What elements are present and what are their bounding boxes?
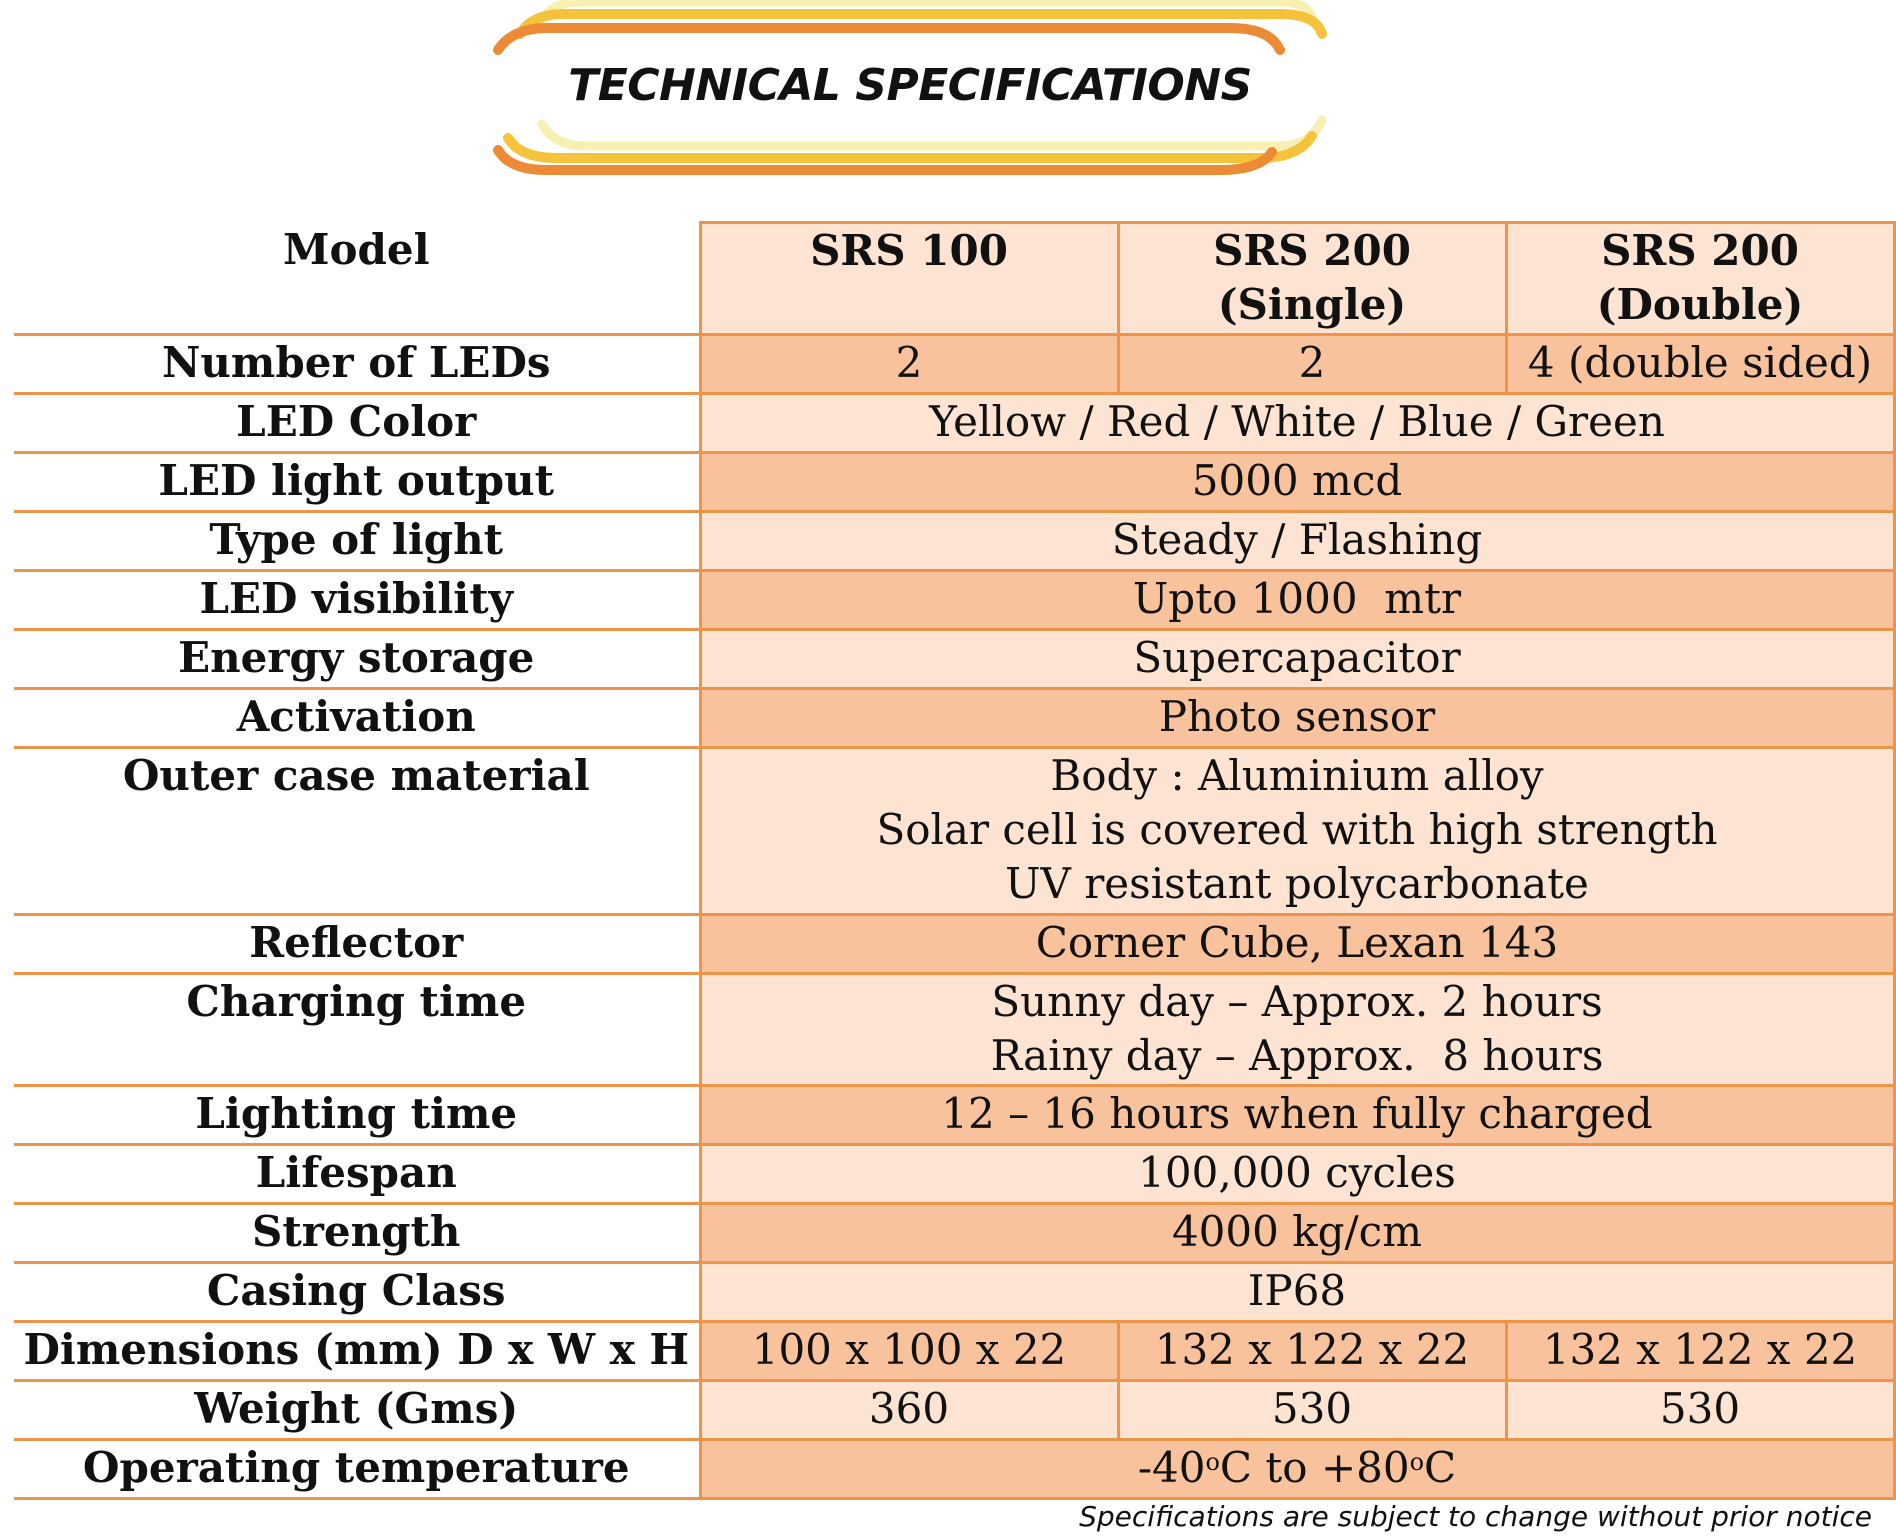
dimensions-srs-200-double: 132 x 122 x 22	[1504, 1320, 1896, 1382]
page-title: TECHNICAL SPECIFICATIONS	[568, 60, 1252, 111]
degree-symbol-2: o	[1409, 1448, 1425, 1476]
table-row-dimensions: Dimensions (mm) D x W x H 100 x 100 x 22…	[14, 1320, 1896, 1382]
reflector-value: Corner Cube, Lexan 143	[698, 913, 1896, 975]
banner-ribbon-graphic	[493, 0, 1327, 175]
charging-line-1: Sunny day – Approx. 2 hours	[991, 977, 1603, 1026]
model-srs-100: SRS 100	[698, 221, 1120, 336]
footnote: Specifications are subject to change wit…	[1079, 1500, 1872, 1533]
table-row-type: Type of light Steady / Flashing	[14, 510, 1896, 572]
visibility-value: Upto 1000 mtr	[698, 569, 1896, 631]
row-label-type: Type of light	[14, 510, 702, 572]
activation-value: Photo sensor	[698, 687, 1896, 749]
charging-line-2: Rainy day – Approx. 8 hours	[990, 1031, 1604, 1080]
led-color-value: Yellow / Red / White / Blue / Green	[698, 392, 1896, 454]
temperature-high: +80	[1320, 1443, 1410, 1492]
table-row-storage: Energy storage Supercapacitor	[14, 628, 1896, 690]
light-output-value: 5000 mcd	[698, 451, 1896, 513]
dimensions-srs-200-single: 132 x 122 x 22	[1116, 1320, 1508, 1382]
model-srs-200-double: SRS 200 (Double)	[1504, 221, 1896, 336]
leds-srs-200-double: 4 (double sided)	[1504, 333, 1896, 395]
table-row-leds: Number of LEDs 2 2 4 (double sided)	[14, 333, 1896, 395]
table-row-lifespan: Lifespan 100,000 cycles	[14, 1143, 1896, 1205]
row-label-activation: Activation	[14, 687, 702, 749]
row-label-weight: Weight (Gms)	[14, 1379, 702, 1441]
dimensions-srs-100: 100 x 100 x 22	[698, 1320, 1120, 1382]
row-label-temperature: Operating temperature	[14, 1438, 702, 1500]
lighting-time-value: 12 – 16 hours when fully charged	[698, 1084, 1896, 1146]
charging-value: Sunny day – Approx. 2 hours Rainy day – …	[698, 972, 1896, 1087]
strength-value: 4000 kg/cm	[698, 1202, 1896, 1264]
row-label-lighting: Lighting time	[14, 1084, 702, 1146]
weight-srs-200-double: 530	[1504, 1379, 1896, 1441]
table-row-reflector: Reflector Corner Cube, Lexan 143	[14, 913, 1896, 975]
temperature-unit-2: C	[1424, 1443, 1457, 1492]
outer-case-line-1: Body : Aluminium alloy	[1050, 751, 1544, 800]
outer-case-line-2: Solar cell is covered with high strength…	[876, 805, 1718, 908]
row-label-lifespan: Lifespan	[14, 1143, 702, 1205]
table-row-strength: Strength 4000 kg/cm	[14, 1202, 1896, 1264]
row-label-model: Model	[14, 222, 702, 336]
energy-storage-value: Supercapacitor	[698, 628, 1896, 690]
table-row-charging: Charging time Sunny day – Approx. 2 hour…	[14, 972, 1896, 1087]
row-label-visibility: LED visibility	[14, 569, 702, 631]
row-label-color: LED Color	[14, 392, 702, 454]
row-label-storage: Energy storage	[14, 628, 702, 690]
table-row-weight: Weight (Gms) 360 530 530	[14, 1379, 1896, 1441]
casing-class-value: IP68	[698, 1261, 1896, 1323]
table-row-lighting: Lighting time 12 – 16 hours when fully c…	[14, 1084, 1896, 1146]
weight-srs-100: 360	[698, 1379, 1120, 1441]
row-label-charging: Charging time	[14, 972, 702, 1087]
table-row-activation: Activation Photo sensor	[14, 687, 1896, 749]
table-row-model: Model SRS 100 SRS 200 (Single) SRS 200 (…	[14, 221, 1896, 336]
lifespan-value: 100,000 cycles	[698, 1143, 1896, 1205]
table-row-casing: Casing Class IP68	[14, 1261, 1896, 1323]
row-label-output: LED light output	[14, 451, 702, 513]
table-row-visibility: LED visibility Upto 1000 mtr	[14, 569, 1896, 631]
temperature-to: to	[1265, 1443, 1308, 1492]
temperature-unit: C	[1219, 1443, 1253, 1492]
row-label-strength: Strength	[14, 1202, 702, 1264]
table-row-color: LED Color Yellow / Red / White / Blue / …	[14, 392, 1896, 454]
table-row-output: LED light output 5000 mcd	[14, 451, 1896, 513]
row-label-leds: Number of LEDs	[14, 333, 702, 395]
specifications-table: Model SRS 100 SRS 200 (Single) SRS 200 (…	[14, 221, 1896, 1500]
row-label-reflector: Reflector	[14, 913, 702, 975]
model-srs-200-single: SRS 200 (Single)	[1116, 221, 1508, 336]
degree-symbol: o	[1205, 1448, 1220, 1476]
leds-srs-100: 2	[698, 333, 1120, 395]
title-banner: TECHNICAL SPECIFICATIONS	[490, 0, 1330, 180]
row-label-casing: Casing Class	[14, 1261, 702, 1323]
row-label-dimensions: Dimensions (mm) D x W x H	[14, 1320, 702, 1382]
temperature-low: -40	[1137, 1443, 1206, 1492]
light-type-value: Steady / Flashing	[698, 510, 1896, 572]
table-row-temperature: Operating temperature -40oC to +80oC	[14, 1438, 1896, 1500]
leds-srs-200-single: 2	[1116, 333, 1508, 395]
temperature-value: -40oC to +80oC	[698, 1438, 1896, 1500]
weight-srs-200-single: 530	[1116, 1379, 1508, 1441]
table-row-outer-case: Outer case material Body : Aluminium all…	[14, 746, 1896, 916]
outer-case-value: Body : Aluminium alloy Solar cell is cov…	[698, 746, 1896, 916]
row-label-outer-case: Outer case material	[14, 746, 702, 916]
